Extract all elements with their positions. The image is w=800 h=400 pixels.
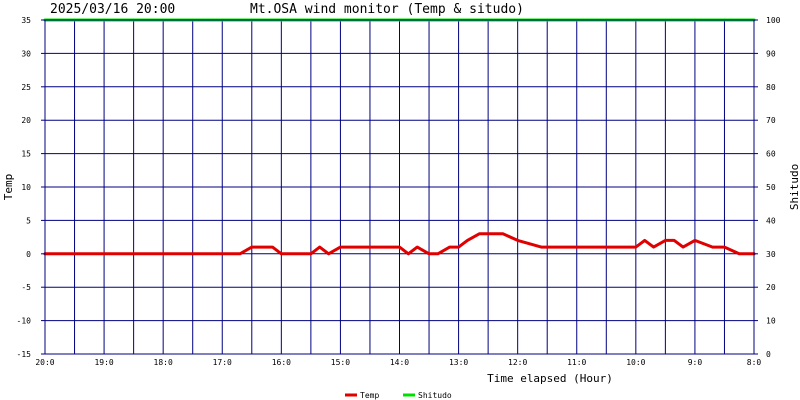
y-tick-right: 40	[766, 216, 776, 225]
y-tick-right: 10	[766, 317, 776, 326]
x-tick: 19:0	[94, 358, 113, 367]
y-tick-right: 80	[766, 83, 776, 92]
x-tick: 16:0	[272, 358, 291, 367]
x-tick: 14:0	[390, 358, 409, 367]
chart-title: Mt.OSA wind monitor (Temp & situdo)	[250, 2, 524, 17]
y-tick-left: 0	[26, 250, 31, 259]
x-tick: 9:0	[688, 358, 703, 367]
y-tick-left: 5	[26, 216, 31, 225]
x-tick: 8:0	[747, 358, 762, 367]
left-tick-labels: -15 -10 -5 0 5 10 15 20 25 30 35	[17, 16, 45, 359]
y-tick-left: -10	[17, 317, 32, 326]
x-axis-title: Time elapsed (Hour)	[487, 372, 613, 385]
series-line-temp	[43, 232, 756, 256]
y-axis-left-title: Temp	[2, 174, 15, 201]
x-tick: 10:0	[626, 358, 645, 367]
y-tick-left: 15	[21, 150, 31, 159]
y-tick-left: 20	[21, 116, 31, 125]
grid	[44, 19, 755, 355]
y-tick-left: 25	[21, 83, 31, 92]
y-axis-right-title: Shitudo	[788, 164, 800, 210]
y-tick-right: 100	[766, 16, 781, 25]
y-tick-left: -15	[17, 350, 32, 359]
x-tick: 11:0	[567, 358, 586, 367]
x-tick: 18:0	[154, 358, 173, 367]
y-tick-left: 10	[21, 183, 31, 192]
y-tick-right: 50	[766, 183, 776, 192]
y-tick-right: 20	[766, 283, 776, 292]
y-tick-left: -5	[21, 283, 31, 292]
legend-label-shitudo: Shitudo	[418, 391, 452, 400]
legend-label-temp: Temp	[360, 391, 379, 400]
x-tick: 13:0	[449, 358, 468, 367]
y-tick-right: 30	[766, 250, 776, 259]
x-tick: 15:0	[331, 358, 350, 367]
x-tick: 17:0	[213, 358, 232, 367]
legend: Temp Shitudo	[345, 391, 452, 400]
right-tick-labels: 0 10 20 30 40 50 60 70 80 90 100	[754, 16, 781, 359]
y-tick-right: 0	[766, 350, 771, 359]
x-tick: 20:0	[35, 358, 54, 367]
y-tick-left: 35	[21, 16, 31, 25]
y-tick-right: 60	[766, 150, 776, 159]
y-tick-right: 90	[766, 49, 776, 58]
timestamp-label: 2025/03/16 20:00	[50, 2, 175, 17]
x-tick-labels: 20:0 19:0 18:0 17:0 16:0 15:0 14:0 13:0 12:0 11:0…	[35, 358, 761, 367]
y-tick-right: 70	[766, 116, 776, 125]
y-tick-left: 30	[21, 49, 31, 58]
x-tick: 12:0	[508, 358, 527, 367]
